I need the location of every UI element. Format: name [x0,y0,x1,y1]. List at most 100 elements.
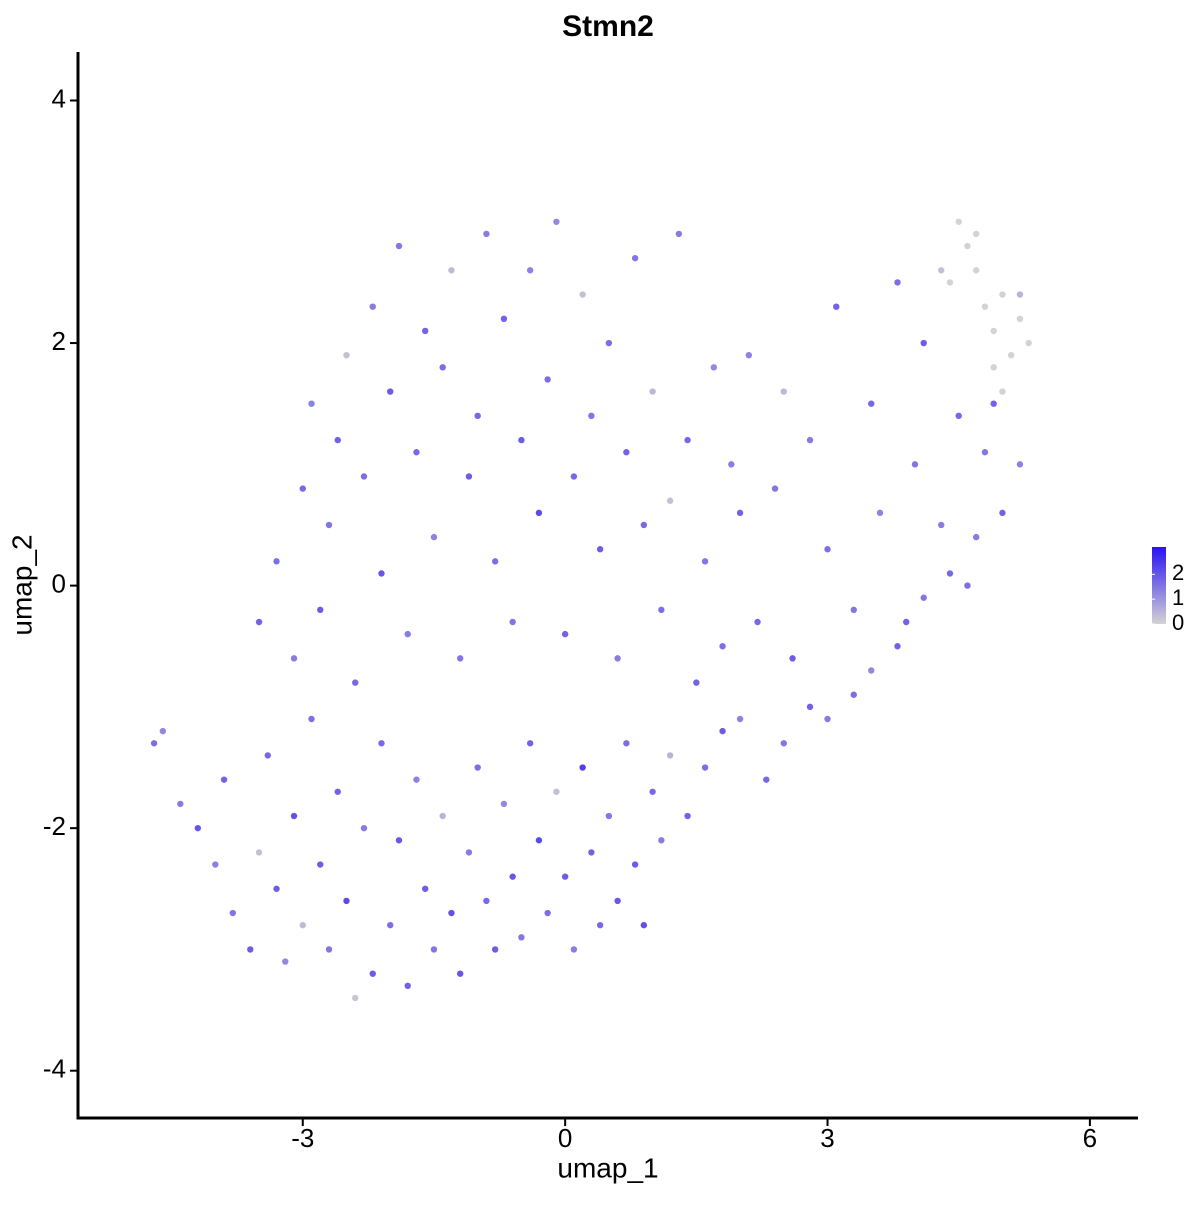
y-tick-label: 0 [52,568,66,598]
colorbar-tick-label: 0 [1172,610,1184,635]
point [387,388,394,395]
point [623,449,630,456]
point [920,339,927,347]
point [999,509,1006,517]
point [824,715,831,723]
point [544,909,551,917]
point [1016,461,1024,468]
point [448,909,455,917]
point [220,776,228,783]
point [526,740,534,747]
point [990,327,997,335]
point [806,436,814,444]
point [194,824,202,832]
point [640,921,648,929]
point [474,764,481,771]
point [1025,339,1032,347]
point [500,315,508,323]
point [273,558,280,565]
point [614,897,621,905]
point [579,291,586,298]
point [596,546,604,553]
point [334,788,341,795]
point [308,715,315,723]
point [273,885,280,892]
point [736,509,744,517]
point [640,521,648,529]
point [701,558,709,565]
point [509,618,516,626]
point [1016,315,1024,323]
point [518,436,525,444]
point [526,267,534,274]
point [973,267,980,274]
y-tick-label: 2 [52,326,66,356]
point [999,388,1006,395]
point [745,351,753,359]
point [894,279,901,286]
point [833,303,840,310]
point [649,788,656,795]
point [850,606,857,614]
point [352,994,359,1002]
x-tick-label: 6 [1083,1123,1097,1153]
point [422,327,429,335]
point [964,242,971,250]
point [404,630,411,638]
point [981,303,989,310]
point [999,291,1006,298]
colorbar-tick-label: 2 [1172,560,1184,585]
point [290,812,298,820]
point [955,412,962,420]
point [395,242,403,250]
point [868,667,875,674]
point [308,400,315,407]
point [850,691,857,698]
point [483,230,490,238]
point [290,655,298,662]
point [763,776,770,783]
point [456,970,464,977]
point [605,339,613,347]
point [631,861,639,868]
point [736,715,744,723]
point [343,897,350,905]
point [946,279,954,286]
point [317,861,324,868]
point [561,630,569,638]
point [369,970,376,977]
point [561,873,569,880]
point [456,655,464,662]
colorbar [1152,547,1166,624]
point [255,849,263,856]
y-tick-label: -2 [43,811,66,841]
point [404,982,411,990]
point [955,218,962,225]
point [413,776,420,783]
point [570,946,578,953]
point [422,885,429,892]
point [701,764,709,771]
point [553,218,560,225]
point [247,946,254,953]
point [588,412,595,420]
point [439,364,446,371]
point [430,533,438,541]
point [579,764,586,771]
point [658,837,665,844]
point [903,618,910,626]
colorbar-tick-label: 1 [1172,585,1184,610]
point [491,558,499,565]
point [465,849,473,856]
point [666,752,674,759]
point [675,230,683,238]
point [474,412,481,420]
point [360,824,368,832]
point [212,861,219,868]
point [824,546,831,553]
point [282,958,289,965]
point [946,570,954,577]
point [229,909,237,917]
point [334,436,341,444]
